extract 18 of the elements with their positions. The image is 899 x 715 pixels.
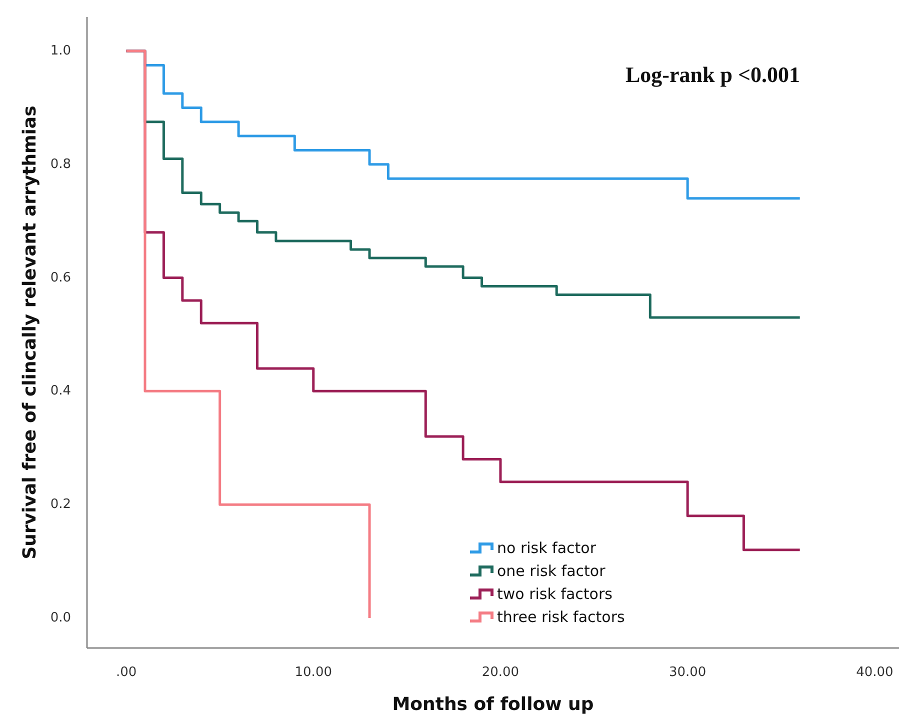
x-tick-label: 20.00 [482,665,520,680]
x-tick-label: 40.00 [856,665,894,680]
legend-label: no risk factor [497,539,597,557]
y-tick-label: 0.6 [50,270,71,286]
legend-label: one risk factor [497,562,606,580]
x-tick-label: 30.00 [668,665,706,680]
y-axis-title: Survival free of clincally relevant arrythmias [20,106,40,560]
legend-label: three risk factors [497,608,625,626]
y-tick-label: 0.4 [50,384,71,399]
y-tick-label: 0.8 [50,156,71,172]
x-tick-label: 10.00 [294,665,332,680]
annotation: Log-rank p <0.001 [625,62,800,87]
legend-label: two risk factors [497,585,613,603]
y-tick-label: 1.0 [50,44,71,59]
y-tick-label: 0.2 [50,497,71,512]
y-tick-label: 0.0 [50,610,71,626]
x-axis-title: Months of follow up [392,694,594,715]
x-tick-label: .00 [116,665,137,680]
